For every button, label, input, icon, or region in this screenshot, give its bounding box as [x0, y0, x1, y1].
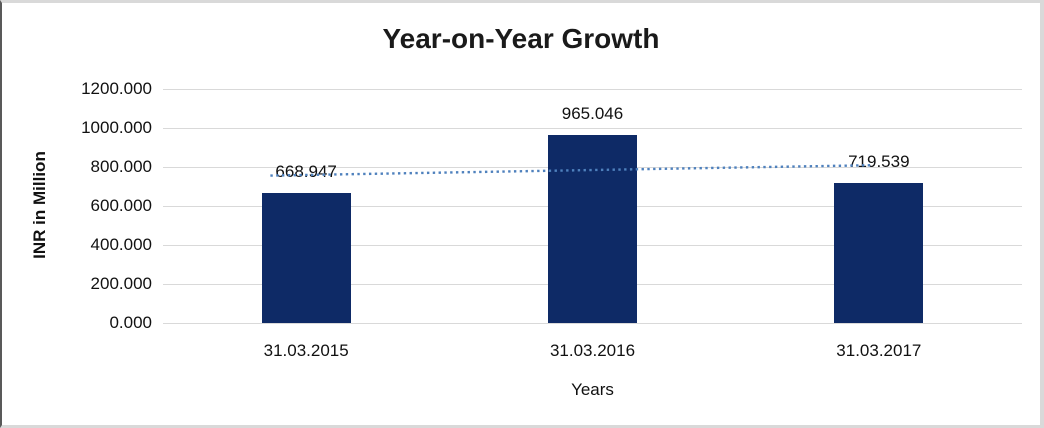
chart-title: Year-on-Year Growth: [382, 23, 660, 54]
gridline: [163, 322, 1022, 324]
bar: [261, 192, 351, 323]
bar-value-label: 965.046: [561, 103, 624, 123]
x-category-label: 31.03.2015: [263, 341, 349, 360]
bar-value-label: 719.539: [848, 151, 910, 171]
x-category-label: 31.03.2016: [549, 341, 636, 360]
y-tick-label: 200.000: [90, 274, 152, 293]
x-axis-title: Years: [571, 380, 614, 399]
bar: [834, 182, 924, 323]
y-tick-label: 400.000: [90, 235, 152, 254]
y-tick-label: 1200.000: [81, 79, 152, 98]
x-category-label: 31.03.2017: [836, 341, 922, 360]
y-tick-label: 800.000: [90, 157, 152, 176]
y-tick-label: 0.000: [109, 313, 152, 332]
bar: [548, 134, 637, 323]
gridline: [163, 88, 1022, 90]
y-tick-label: 1000.000: [81, 118, 152, 137]
y-tick-label: 600.000: [90, 196, 152, 215]
bar-value-label: 668.947: [275, 161, 337, 181]
gridline: [163, 127, 1022, 129]
